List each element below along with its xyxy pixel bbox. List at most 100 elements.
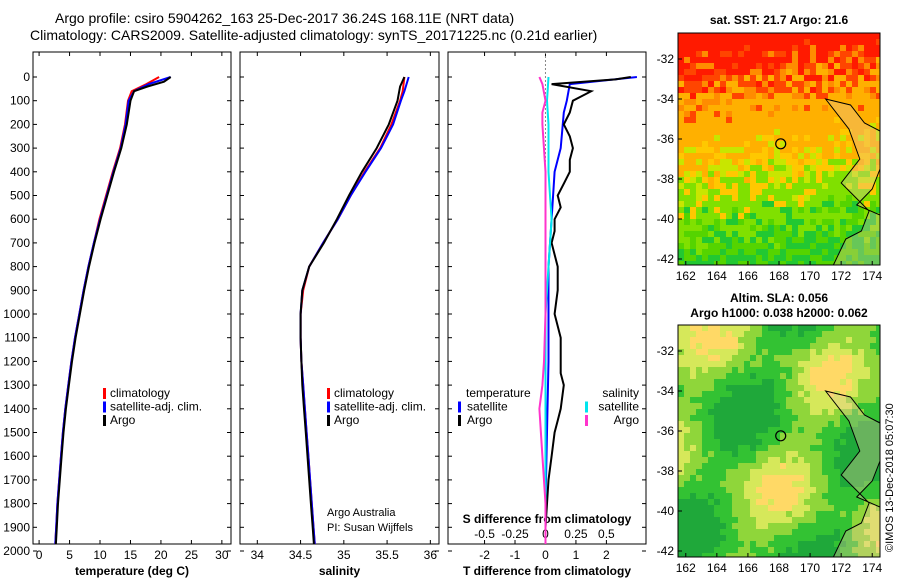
x-tick-label: 168 xyxy=(769,561,789,575)
map-cell xyxy=(816,451,823,458)
map-cell xyxy=(780,117,787,124)
map-cell xyxy=(762,219,769,226)
map-cell xyxy=(708,81,715,88)
map-cell xyxy=(858,505,865,512)
map-cell xyxy=(684,69,691,76)
map-cell xyxy=(780,469,787,476)
map-cell xyxy=(750,99,757,106)
map-cell xyxy=(870,225,877,232)
y-tick-label: 600 xyxy=(10,212,30,226)
map-cell xyxy=(678,541,685,548)
map-cell xyxy=(822,171,829,178)
map-cell xyxy=(822,403,829,410)
map-cell xyxy=(732,153,739,160)
map-cell xyxy=(834,189,841,196)
map-cell xyxy=(834,475,841,482)
map-cell xyxy=(744,493,751,500)
map-cell xyxy=(774,349,781,356)
map-cell xyxy=(756,325,763,332)
map-cell xyxy=(756,553,763,557)
map-cell xyxy=(828,135,835,142)
map-cell xyxy=(732,487,739,494)
map-cell xyxy=(840,261,847,265)
map-cell xyxy=(714,451,721,458)
map-cell xyxy=(768,493,775,500)
map-cell xyxy=(864,195,871,202)
map-cell xyxy=(738,201,745,208)
map-cell xyxy=(720,457,727,464)
map-cell xyxy=(870,207,877,214)
map-cell xyxy=(834,123,841,130)
legend-label: satellite xyxy=(598,400,639,414)
map-cell xyxy=(714,499,721,506)
map-cell xyxy=(738,39,745,46)
map-cell xyxy=(852,541,859,548)
map-cell xyxy=(792,231,799,238)
map-cell xyxy=(744,99,751,106)
map-cell xyxy=(678,529,685,536)
map-cell xyxy=(726,93,733,100)
map-cell xyxy=(750,451,757,458)
map-cell xyxy=(732,69,739,76)
map-cell xyxy=(780,535,787,542)
map-cell xyxy=(762,99,769,106)
map-cell xyxy=(690,481,697,488)
credit-line2: PI: Susan Wijffels xyxy=(327,522,413,534)
map-cell xyxy=(678,445,685,452)
map-cell xyxy=(786,261,793,265)
map-cell xyxy=(828,123,835,130)
map-cell xyxy=(792,427,799,434)
map-cell xyxy=(774,183,781,190)
map-cell xyxy=(690,529,697,536)
map-cell xyxy=(780,141,787,148)
map-cell xyxy=(810,553,817,557)
map-cell xyxy=(750,391,757,398)
map-cell xyxy=(756,237,763,244)
map-cell xyxy=(804,93,811,100)
map-cell xyxy=(876,165,880,172)
map-cell xyxy=(870,117,877,124)
map-cell xyxy=(876,93,880,100)
map-cell xyxy=(714,355,721,362)
map-cell xyxy=(852,261,859,265)
map-cell xyxy=(816,123,823,130)
map-cell xyxy=(726,81,733,88)
map-cell xyxy=(750,81,757,88)
map-cell xyxy=(744,219,751,226)
map-cell xyxy=(690,57,697,64)
map-cell xyxy=(786,195,793,202)
map-cell xyxy=(840,451,847,458)
map-cell xyxy=(678,397,685,404)
map-cell xyxy=(792,529,799,536)
map-cell xyxy=(738,355,745,362)
map-cell xyxy=(744,117,751,124)
map-cell xyxy=(708,487,715,494)
map-cell xyxy=(780,421,787,428)
map-cell xyxy=(768,499,775,506)
series-line-2 xyxy=(299,76,406,544)
map-cell xyxy=(816,231,823,238)
map-cell xyxy=(792,385,799,392)
map-cell xyxy=(774,379,781,386)
map-cell xyxy=(726,171,733,178)
map-cell xyxy=(774,409,781,416)
map-cell xyxy=(804,343,811,350)
map-cell xyxy=(726,541,733,548)
map-cell xyxy=(684,81,691,88)
map-cell xyxy=(726,243,733,250)
map-cell xyxy=(690,385,697,392)
map-cell xyxy=(780,361,787,368)
map-cell xyxy=(738,237,745,244)
map-cell xyxy=(798,147,805,154)
map-cell xyxy=(690,159,697,166)
map-cell xyxy=(762,355,769,362)
map-cell xyxy=(816,421,823,428)
map-cell xyxy=(858,367,865,374)
map-cell xyxy=(858,361,865,368)
map-cell xyxy=(834,225,841,232)
map-cell xyxy=(876,541,880,548)
map-cell xyxy=(798,81,805,88)
map-cell xyxy=(798,397,805,404)
map-cell xyxy=(852,153,859,160)
map-cell xyxy=(684,421,691,428)
